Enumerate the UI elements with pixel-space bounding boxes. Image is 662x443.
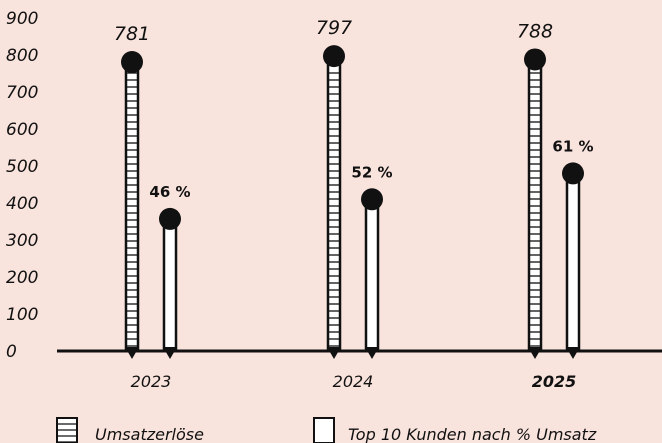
y-tick-label: 0 xyxy=(6,342,17,362)
bar-top-dot xyxy=(361,188,383,211)
data-label: 46 % xyxy=(149,183,190,201)
y-tick-label: 300 xyxy=(6,231,38,251)
legend-label-top10: Top 10 Kunden nach % Umsatz xyxy=(348,425,597,443)
bar-top-dot xyxy=(323,45,345,68)
bar-top-dot xyxy=(121,51,143,74)
bar-base-marker xyxy=(365,347,379,359)
bar-base-marker xyxy=(125,347,139,359)
y-tick-label: 500 xyxy=(6,157,38,177)
bar-top-dot xyxy=(159,207,181,230)
bar-top-dot xyxy=(562,162,584,185)
bar-top-dot xyxy=(524,48,546,71)
data-label: 52 % xyxy=(351,163,392,181)
data-label: 788 xyxy=(517,20,553,42)
bar-top10-2023 xyxy=(162,217,178,353)
y-tick-label: 700 xyxy=(6,83,38,103)
data-label: 61 % xyxy=(552,137,593,155)
y-tick-label: 400 xyxy=(6,194,38,214)
bar-umsatz-2024 xyxy=(326,54,342,353)
legend-swatch-top10 xyxy=(313,417,335,443)
data-label: 781 xyxy=(114,23,150,45)
y-tick-label: 100 xyxy=(6,305,38,325)
y-tick-label: 800 xyxy=(6,46,38,66)
bar-top10-2025 xyxy=(565,172,581,353)
legend-label-umsatz: Umsatzerlöse xyxy=(95,425,204,443)
bar-base-marker xyxy=(528,347,542,359)
x-tick-label: 2025 xyxy=(532,372,577,391)
y-tick-label: 600 xyxy=(6,120,38,140)
x-tick-label: 2024 xyxy=(333,372,374,391)
data-label: 797 xyxy=(316,17,352,39)
bar-umsatz-2025 xyxy=(527,58,543,353)
bar-top10-2024 xyxy=(364,198,380,353)
bar-base-marker xyxy=(163,347,177,359)
y-tick-label: 200 xyxy=(6,268,38,288)
bar-base-marker xyxy=(566,347,580,359)
bar-base-marker xyxy=(327,347,341,359)
y-tick-label: 900 xyxy=(6,9,38,29)
x-tick-label: 2023 xyxy=(131,372,172,391)
